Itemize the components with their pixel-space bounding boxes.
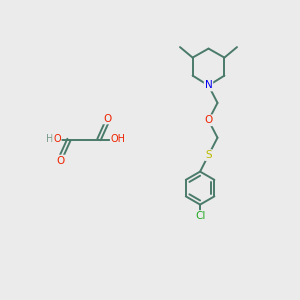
Text: H: H — [46, 134, 53, 145]
Text: N: N — [205, 80, 212, 91]
Text: O: O — [53, 134, 61, 145]
Text: S: S — [205, 150, 212, 160]
Text: O: O — [204, 115, 213, 125]
Text: Cl: Cl — [195, 211, 205, 221]
Text: OH: OH — [111, 134, 126, 145]
Text: O: O — [56, 155, 65, 166]
Text: O: O — [103, 113, 112, 124]
